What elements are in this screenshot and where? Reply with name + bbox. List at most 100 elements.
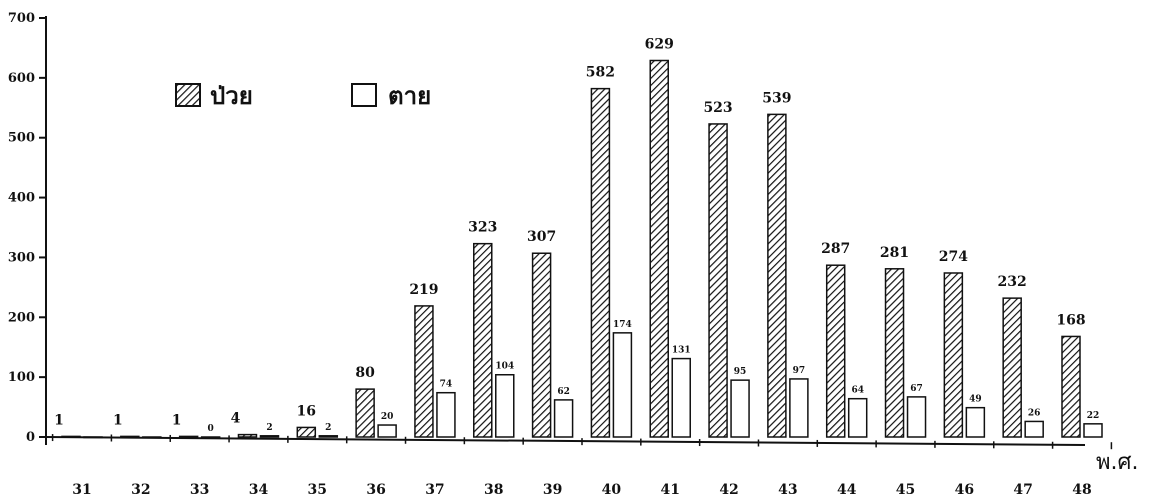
bar-dead: [259, 435, 280, 438]
bar-sick: [590, 87, 611, 438]
x-tick-label: 46: [955, 482, 974, 498]
value-label-sick: 232: [998, 274, 1027, 290]
bar-sick: [178, 435, 199, 438]
bar-dead: [553, 399, 574, 438]
value-label-sick: 539: [762, 90, 791, 106]
bar-sick: [825, 264, 846, 438]
value-label-sick: 4: [231, 411, 241, 427]
legend-label-sick: ป่วย: [210, 82, 253, 110]
value-label-sick: 1: [54, 412, 64, 428]
value-label-dead: 20: [381, 412, 394, 422]
value-label-dead: 26: [1028, 408, 1041, 418]
x-tick-label: 43: [778, 482, 797, 498]
value-label-dead: 74: [440, 380, 453, 390]
x-tick-label: 31: [72, 482, 91, 498]
bars: [61, 59, 1103, 439]
y-tick-label: 100: [8, 370, 35, 385]
x-tick-label: 48: [1072, 482, 1091, 498]
bar-sick: [355, 388, 375, 438]
bar-dead: [495, 373, 515, 438]
bar-dead: [789, 378, 809, 438]
x-tick-label: 42: [719, 482, 738, 498]
x-tick-label: 44: [837, 482, 857, 498]
value-label-sick: 168: [1056, 312, 1085, 328]
bar-sick: [649, 59, 669, 438]
x-tick-label: 33: [190, 482, 209, 498]
value-label-sick: 16: [297, 403, 316, 419]
bar-dead: [730, 379, 750, 438]
y-tick-label: 300: [8, 250, 35, 265]
bar-sick: [1002, 297, 1022, 438]
bar-dead: [906, 396, 927, 438]
value-label-dead: 97: [793, 366, 806, 376]
bar-dead: [83, 436, 103, 439]
legend: ป่วย ตาย: [175, 82, 431, 110]
bar-dead: [377, 424, 397, 438]
bar-sick: [296, 426, 317, 438]
value-label-sick: 629: [645, 36, 674, 52]
x-tick-label: 40: [602, 482, 622, 498]
x-tick-label: 35: [308, 482, 327, 498]
value-label-dead: 2: [325, 423, 331, 433]
value-label-dead: 95: [734, 367, 747, 377]
legend-swatch-dead: [351, 83, 377, 107]
bar-dead: [200, 436, 221, 439]
y-tick-label: 0: [26, 430, 35, 445]
value-label-dead: 64: [851, 386, 864, 396]
bar-dead: [1024, 420, 1044, 438]
x-tick-label: 37: [425, 482, 444, 498]
bar-sick: [943, 272, 964, 438]
bar-dead: [1083, 423, 1103, 438]
value-label-dead: 0: [208, 424, 214, 434]
y-tick-label: 400: [8, 191, 35, 206]
value-label-dead: 22: [1087, 411, 1100, 421]
value-label-sick: 281: [880, 245, 909, 261]
bar-sick: [1061, 335, 1081, 438]
value-label-sick: 274: [939, 249, 968, 265]
x-tick-label: 47: [1013, 482, 1032, 498]
legend-swatch-sick: [175, 83, 201, 107]
bar-sick: [120, 435, 140, 438]
y-tick-label: 200: [8, 310, 35, 325]
x-tick-label: 32: [131, 482, 150, 498]
bar-dead: [847, 397, 868, 438]
bar-dead: [612, 332, 633, 438]
legend-label-dead: ตาย: [388, 82, 431, 110]
bar-dead: [436, 391, 456, 438]
bar-sick: [531, 252, 552, 438]
y-tick-label: 600: [8, 71, 35, 86]
value-label-sick: 287: [821, 241, 850, 257]
x-axis-line: [45, 436, 1086, 446]
bar-dead: [671, 357, 691, 438]
bar-dead: [965, 406, 986, 438]
bar-sick: [884, 268, 905, 438]
value-label-dead: 131: [672, 346, 691, 356]
value-label-sick: 523: [703, 100, 732, 116]
x-tick-label: 34: [249, 482, 269, 498]
bar-sick: [414, 305, 434, 438]
x-tick-label: 39: [543, 482, 562, 498]
value-label-sick: 80: [355, 365, 375, 381]
bar-sick: [237, 433, 258, 438]
x-unit-label: พ.ศ.: [1096, 450, 1138, 475]
value-label-dead: 62: [557, 387, 570, 397]
bar-dead: [318, 435, 339, 438]
value-label-dead: 67: [910, 384, 923, 394]
bar-sick: [767, 113, 787, 438]
value-label-dead: 104: [495, 362, 514, 372]
bar-dead: [142, 436, 162, 439]
x-tick-label: 45: [896, 482, 915, 498]
value-label-dead: 49: [969, 395, 982, 405]
value-label-dead: 174: [613, 320, 632, 330]
value-label-sick: 1: [113, 412, 123, 428]
value-label-sick: 219: [409, 282, 438, 298]
bar-sick: [473, 242, 493, 438]
value-label-sick: 582: [586, 65, 615, 81]
x-tick-label: 36: [366, 482, 385, 498]
bar-sick: [61, 435, 81, 438]
x-tick-label: 41: [660, 482, 679, 498]
y-tick-label: 700: [8, 11, 35, 26]
value-label-sick: 1: [172, 412, 182, 428]
